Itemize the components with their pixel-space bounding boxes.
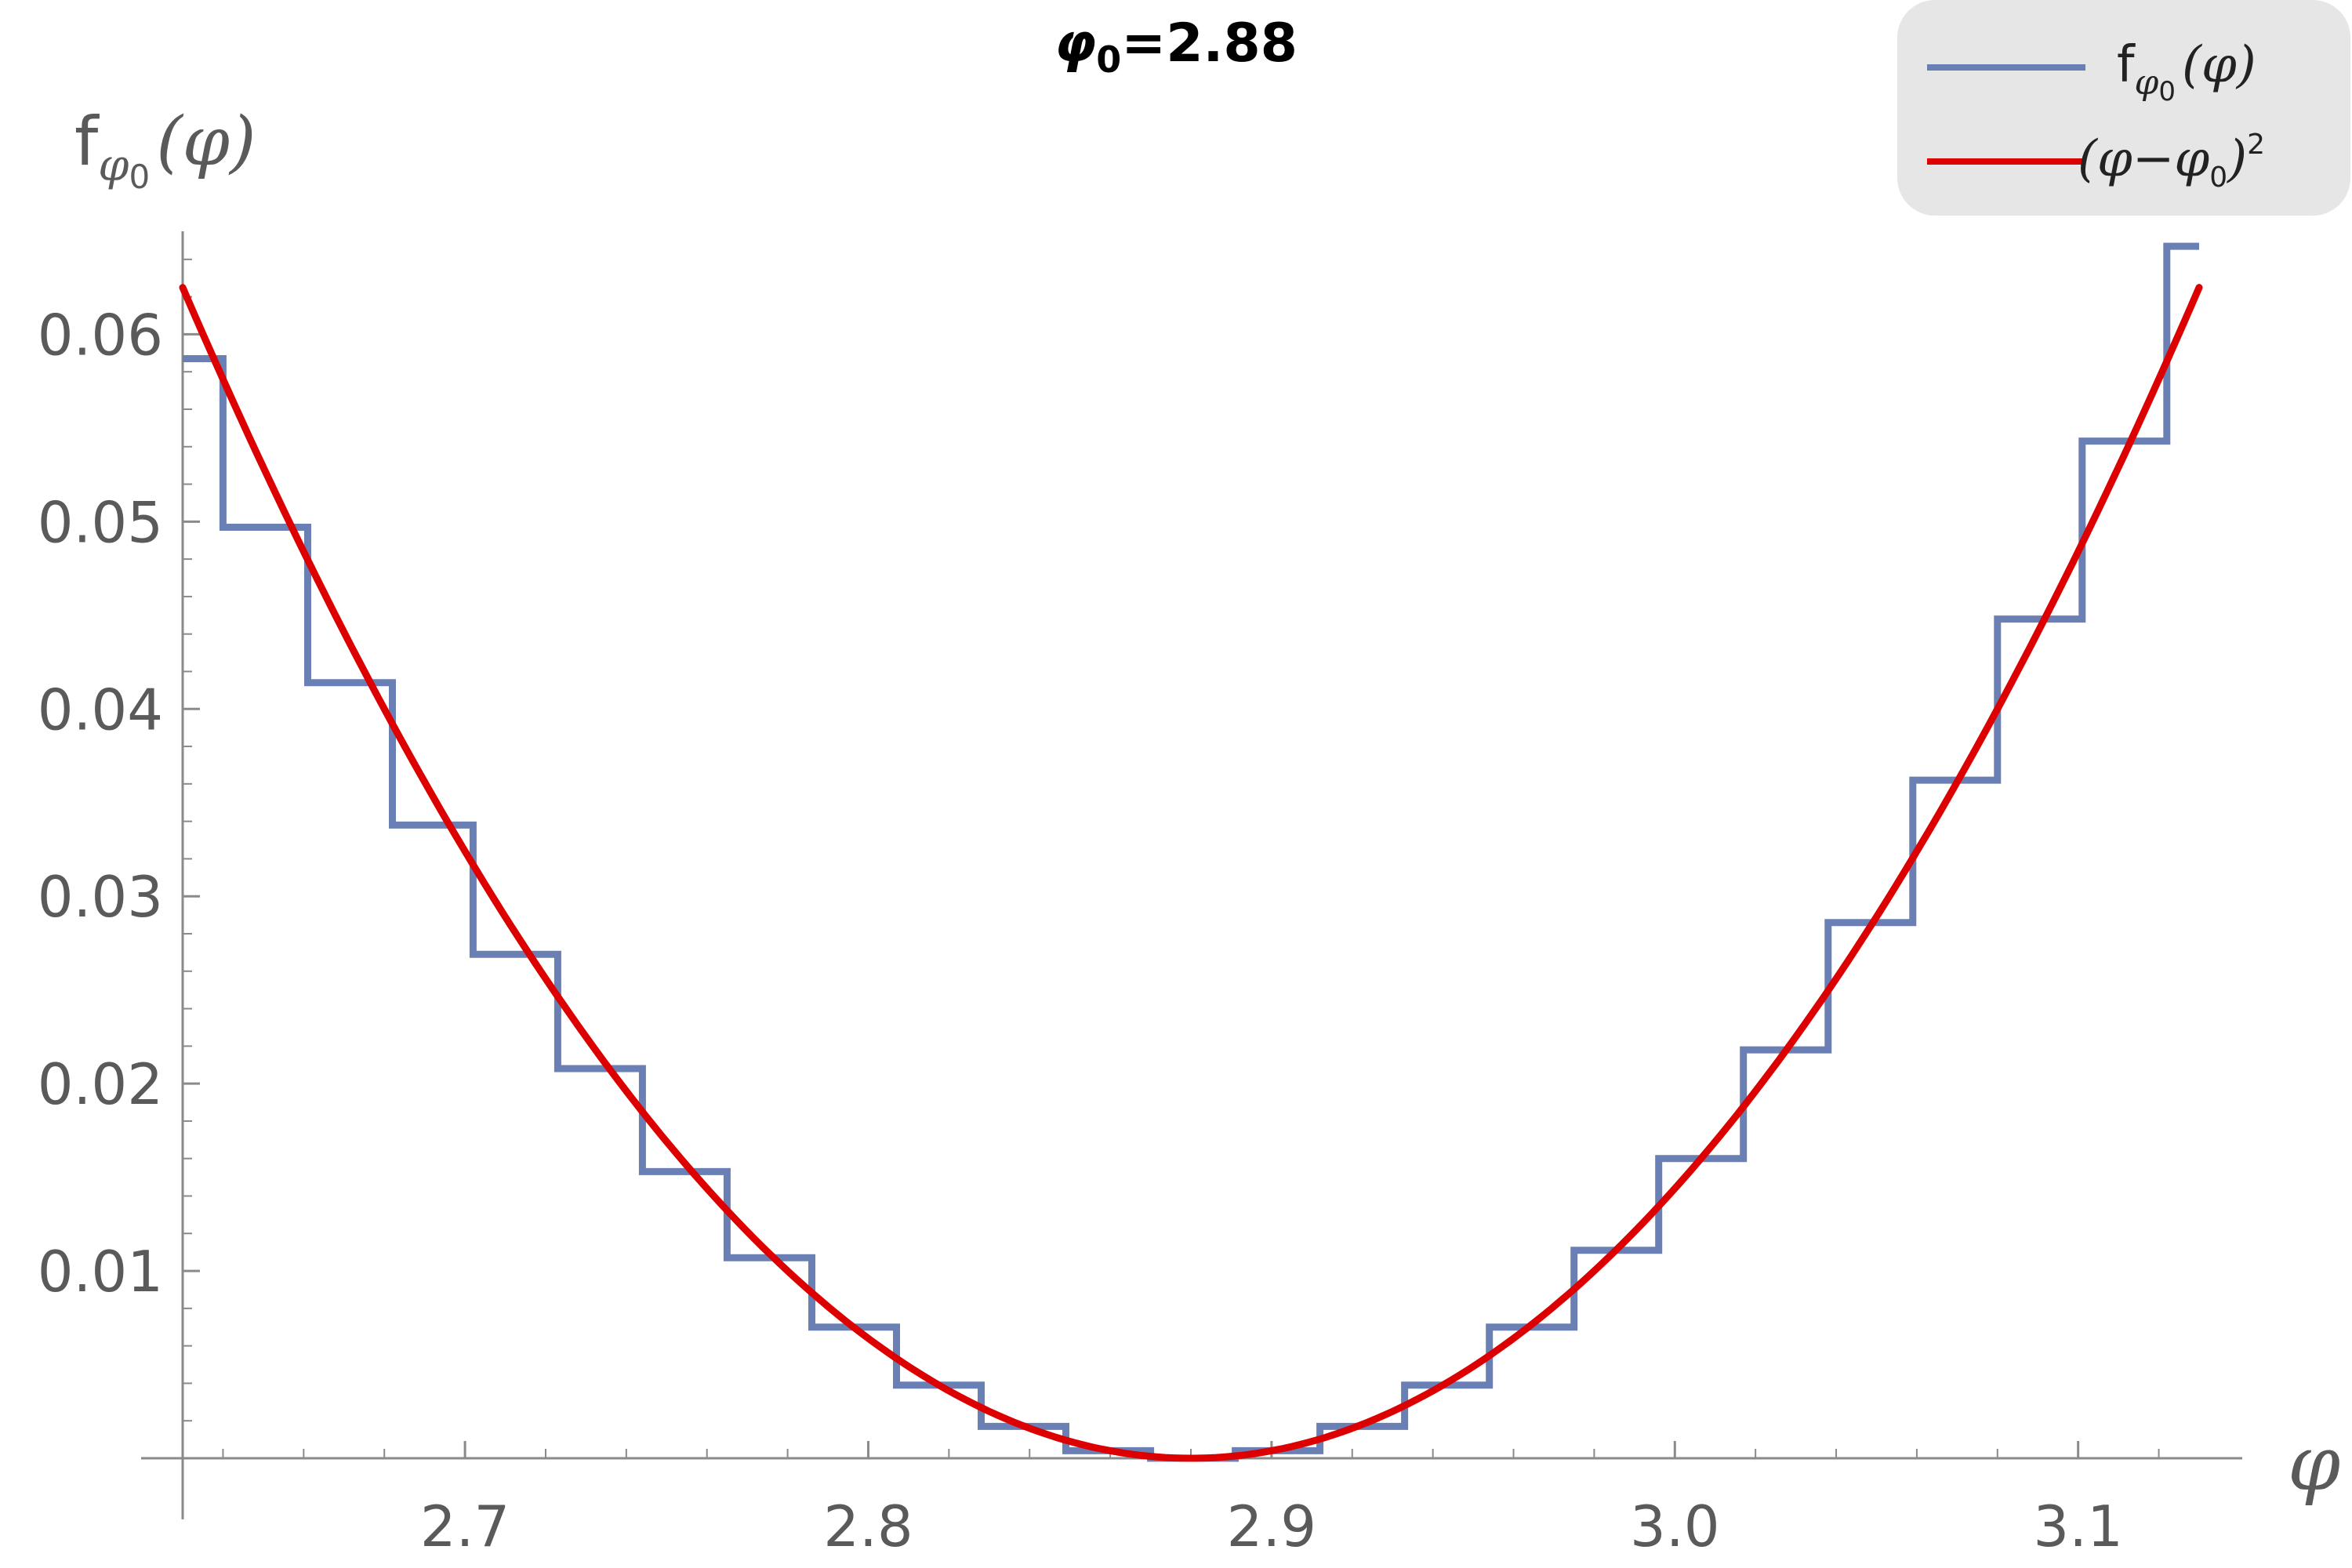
y-label-sub-symbol: φ <box>98 140 129 191</box>
y-ticks: 0.01 0.02 0.03 0.04 0.05 0.06 <box>38 258 200 1422</box>
x-axis-label: φ <box>2288 1420 2340 1508</box>
legend-curve-sub-index: 0 <box>2209 162 2227 194</box>
legend-curve-open: (φ−φ <box>2078 130 2209 188</box>
x-ticks: 2.7 2.8 2.9 3.0 3.1 <box>222 1441 2160 1559</box>
y-tick-label: 0.01 <box>38 1239 163 1305</box>
series-layer <box>179 242 2203 1462</box>
legend: fφ0 (φ) (φ−φ0)2 <box>1897 0 2350 216</box>
y-tick-label: 0.05 <box>38 489 163 555</box>
title-value: =2.88 <box>1121 13 1298 74</box>
title-subscript: 0 <box>1096 38 1121 81</box>
x-tick-label: 3.0 <box>1630 1494 1720 1559</box>
legend-step-sub-index: 0 <box>2158 76 2176 107</box>
legend-step-base: f <box>2117 36 2136 94</box>
y-label-base: f <box>74 103 100 181</box>
legend-step-sub-symbol: φ <box>2135 63 2159 103</box>
chart-title: φ0=2.88 <box>1054 13 1298 81</box>
x-tick-label: 2.9 <box>1227 1494 1317 1559</box>
x-tick-label: 3.1 <box>2033 1494 2123 1559</box>
legend-label-curve: (φ−φ0)2 <box>2078 129 2265 194</box>
y-tick-label: 0.06 <box>38 302 163 368</box>
x-tick-label: 2.7 <box>420 1494 510 1559</box>
y-tick-label: 0.04 <box>38 677 163 742</box>
title-symbol: φ <box>1054 13 1096 74</box>
y-tick-label: 0.03 <box>38 864 163 930</box>
legend-curve-close: ) <box>2226 130 2247 188</box>
step-series-line <box>183 242 2199 1462</box>
legend-curve-sup: 2 <box>2247 129 2265 161</box>
y-label-sub-index: 0 <box>129 158 151 196</box>
legend-label-step: fφ0 (φ) <box>2117 36 2256 107</box>
y-label-arg: (φ) <box>156 103 256 181</box>
y-tick-label: 0.02 <box>38 1051 163 1117</box>
curve-series-line <box>179 284 2203 1462</box>
legend-step-arg: (φ) <box>2182 36 2256 94</box>
x-tick-label: 2.8 <box>823 1494 913 1559</box>
y-axis-label: fφ0(φ) <box>74 103 256 196</box>
